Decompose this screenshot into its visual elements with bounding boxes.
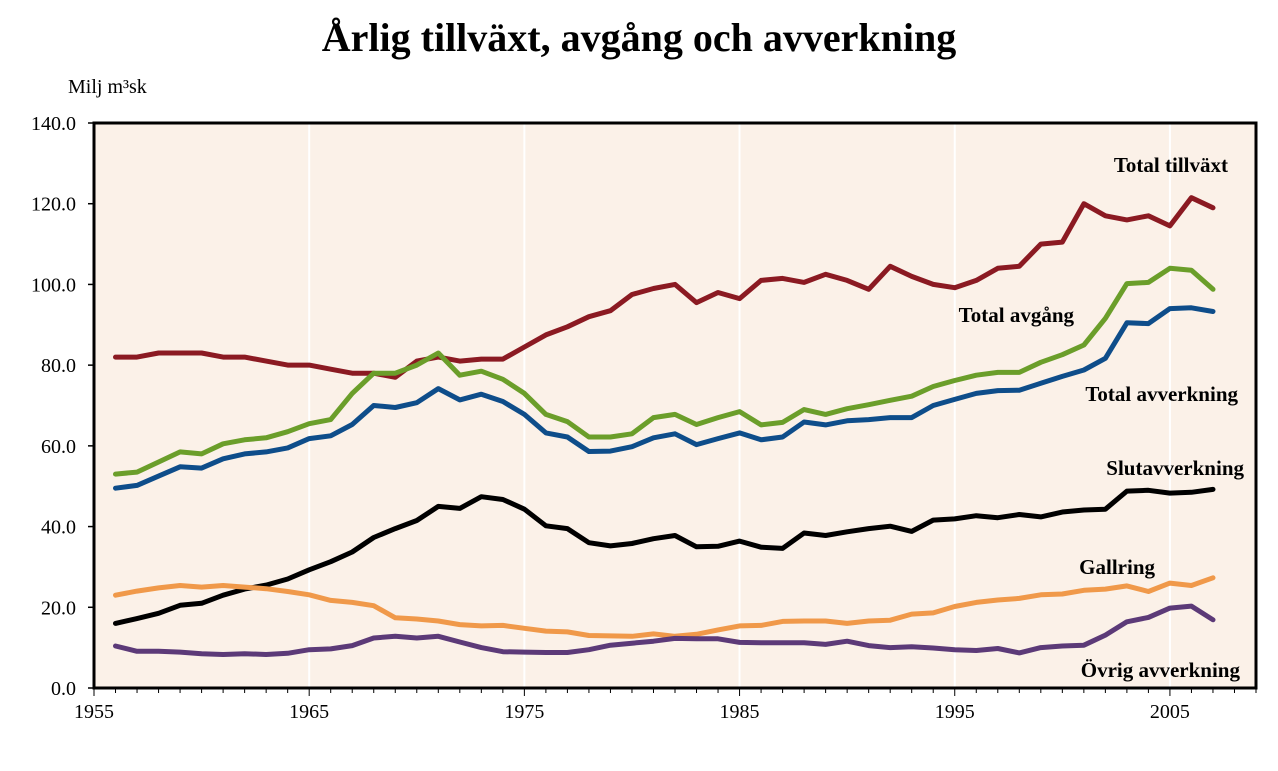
series-line-ovrig-avverkning — [113, 603, 1216, 657]
x-tick-label: 1985 — [720, 701, 760, 723]
series-lines — [113, 195, 1216, 657]
chart-title: Årlig tillväxt, avgång och avverkning — [321, 15, 957, 60]
x-tick-label: 1955 — [74, 701, 114, 723]
x-tick-label: 1975 — [504, 701, 544, 723]
y-tick-label: 40.0 — [41, 517, 76, 539]
series-line-total-tillvaxt — [113, 195, 1216, 380]
y-tick-label: 140.0 — [31, 113, 76, 135]
y-tick-label: 60.0 — [41, 436, 76, 458]
series-label-slutavverkning: Slutavverkning — [1106, 456, 1244, 480]
y-tick-label: 80.0 — [41, 355, 76, 377]
series-label-total-avgang: Total avgång — [959, 303, 1075, 327]
series-label-gallring: Gallring — [1079, 555, 1155, 579]
series-label-total-avverkning: Total avverkning — [1085, 382, 1238, 406]
series-label-total-tillvaxt: Total tillväxt — [1114, 153, 1228, 177]
y-tick-label: 0.0 — [51, 678, 76, 700]
series-line-slutavverkning — [113, 486, 1216, 626]
series-line-gallring — [113, 575, 1216, 639]
y-tick-label: 120.0 — [31, 194, 76, 216]
series-label-ovrig-avverkning: Övrig avverkning — [1081, 658, 1241, 682]
x-tick-label: 2005 — [1150, 701, 1190, 723]
y-tick-label: 20.0 — [41, 597, 76, 619]
x-tick-label: 1965 — [289, 701, 329, 723]
y-tick-label: 100.0 — [31, 274, 76, 296]
x-tick-label: 1995 — [935, 701, 975, 723]
series-line-total-avverkning — [113, 305, 1216, 491]
series-labels: Total tillväxt Total avgång Total avverkni… — [959, 153, 1245, 682]
axes: 0.0 20.0 40.0 60.0 80.0 100.0 120.0 140.0 1955 19… — [31, 113, 1257, 723]
series-line-total-avgang — [113, 265, 1216, 477]
y-axis-unit-label: Milj m³sk — [68, 76, 147, 98]
